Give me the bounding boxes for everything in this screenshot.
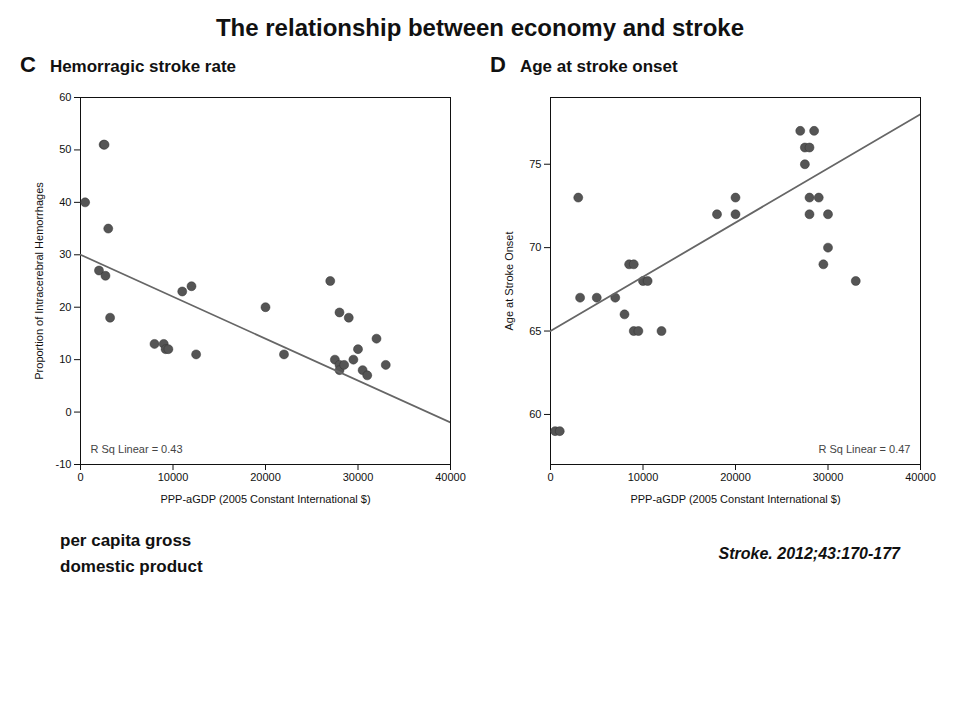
svg-text:-10: -10: [56, 458, 72, 470]
svg-text:10000: 10000: [158, 471, 189, 483]
svg-text:75: 75: [529, 158, 541, 170]
svg-text:40000: 40000: [905, 471, 936, 483]
html-text:Hemorragic stroke rate: Hemorragic stroke rate: [49, 57, 236, 76]
svg-text:PPP-aGDP (2005 Constant Intern: PPP-aGDP (2005 Constant International $): [630, 493, 840, 505]
svg-text:R Sq Linear = 0.43: R Sq Linear = 0.43: [91, 443, 183, 455]
svg-text:30: 30: [59, 248, 71, 260]
html-text:D: D: [490, 52, 506, 77]
svg-text:PPP-aGDP (2005 Constant Intern: PPP-aGDP (2005 Constant International $): [160, 493, 370, 505]
html-text:The relationship between econo: The relationship between economy and str…: [215, 14, 745, 41]
svg-text:Proportion of Intracerebral He: Proportion of Intracerebral Hemorrhages: [33, 182, 45, 380]
svg-text:20000: 20000: [720, 471, 751, 483]
svg-text:30000: 30000: [343, 471, 374, 483]
svg-text:40: 40: [59, 196, 71, 208]
html-text:C: C: [20, 52, 36, 77]
html-text:Age at stroke onset: Age at stroke onset: [519, 57, 678, 76]
svg-text:10: 10: [59, 353, 71, 365]
svg-text:30000: 30000: [813, 471, 844, 483]
svg-text:10000: 10000: [628, 471, 659, 483]
html-text:Stroke. 2012;43:170-177: Stroke. 2012;43:170-177: [718, 544, 900, 562]
svg-text:R Sq Linear = 0.47: R Sq Linear = 0.47: [818, 443, 910, 455]
svg-text:50: 50: [59, 143, 71, 155]
svg-text:40000: 40000: [435, 471, 466, 483]
svg-text:70: 70: [529, 241, 541, 253]
svg-text:0: 0: [77, 471, 83, 483]
html-text:per capita gross: per capita gross: [60, 531, 192, 550]
svg-text:0: 0: [65, 406, 71, 418]
svg-text:Age at Stroke Onset: Age at Stroke Onset: [503, 231, 515, 330]
svg-text:60: 60: [529, 408, 541, 420]
svg-text:20: 20: [59, 301, 71, 313]
svg-text:0: 0: [547, 471, 553, 483]
html-text:domestic product: domestic product: [60, 556, 203, 576]
svg-text:60: 60: [59, 91, 71, 103]
svg-text:65: 65: [529, 325, 541, 337]
svg-text:20000: 20000: [250, 471, 281, 483]
